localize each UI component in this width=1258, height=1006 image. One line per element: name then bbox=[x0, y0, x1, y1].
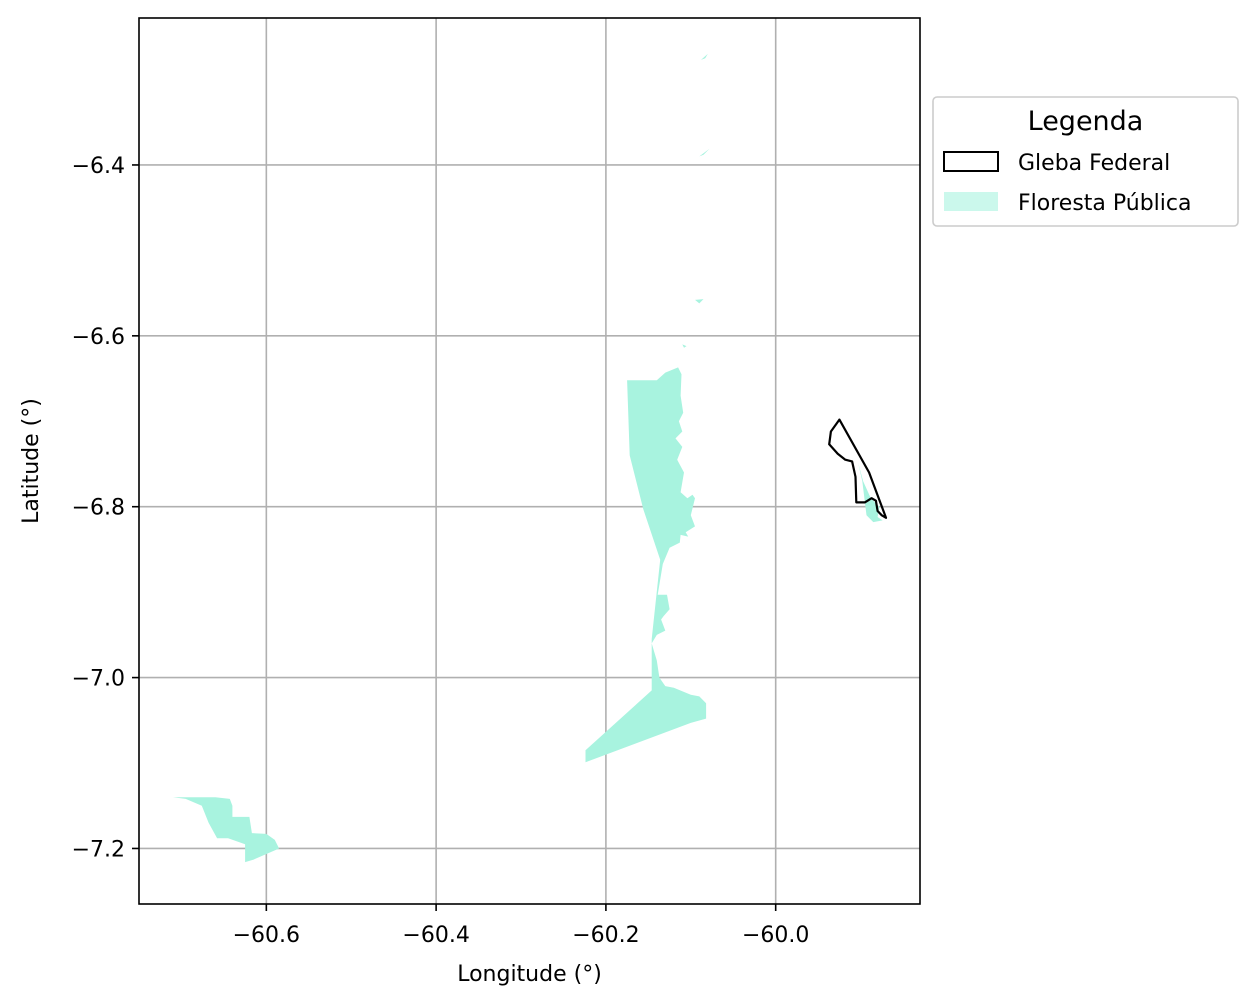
floresta-publica-polygon bbox=[699, 148, 710, 157]
axes-frame bbox=[138, 17, 921, 905]
grid-lines bbox=[139, 18, 920, 904]
legend-swatch-gleba-federal bbox=[943, 151, 999, 172]
legend-title: Legenda bbox=[1028, 106, 1144, 137]
y-tick-label: −6.6 bbox=[72, 325, 125, 350]
legend-swatch-floresta-publica bbox=[944, 192, 998, 211]
y-tick-label: −6.4 bbox=[72, 154, 125, 179]
y-tick-label: −7.0 bbox=[72, 667, 125, 692]
floresta-publica-polygon bbox=[585, 367, 707, 763]
y-tick-label: −7.2 bbox=[72, 837, 125, 862]
legend: Legenda Gleba Federal Floresta Pública bbox=[932, 96, 1239, 227]
y-tick-label: −6.8 bbox=[72, 496, 125, 521]
floresta-publica-polygon bbox=[682, 344, 687, 348]
legend-label-floresta-publica: Floresta Pública bbox=[1018, 191, 1191, 216]
legend-label-gleba-federal: Gleba Federal bbox=[1018, 151, 1170, 176]
gleba-federal-polygon bbox=[828, 418, 888, 519]
x-tick-label: −60.4 bbox=[402, 923, 469, 948]
y-axis-label: Latitude (°) bbox=[19, 398, 44, 524]
gleba-federal-layer bbox=[828, 418, 888, 519]
floresta-publica-polygon bbox=[701, 53, 708, 60]
floresta-publica-polygon bbox=[695, 299, 704, 304]
x-tick-label: −60.6 bbox=[233, 923, 300, 948]
x-axis-label: Longitude (°) bbox=[457, 962, 602, 987]
axis-ticks: −60.6 −60.4 −60.2 −60.0 −6.4 −6.6 −6.8 −7.0 −7.2 bbox=[72, 154, 810, 948]
x-tick-label: −60.0 bbox=[742, 923, 809, 948]
legend-frame bbox=[932, 96, 1239, 227]
x-tick-label: −60.2 bbox=[572, 923, 639, 948]
floresta-publica-polygon bbox=[173, 797, 280, 863]
